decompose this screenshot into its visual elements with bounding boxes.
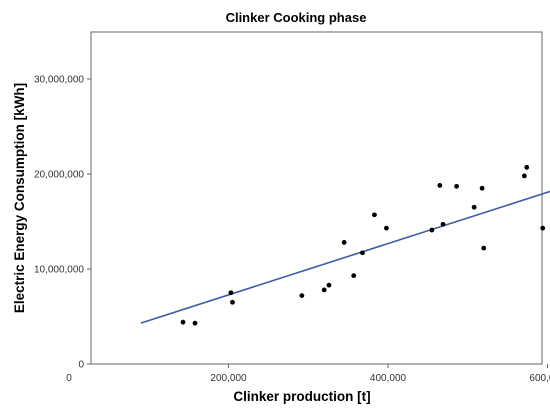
data-point bbox=[521, 173, 527, 179]
y-axis: 0 10,000,000 20,000,000 30,000,000 bbox=[34, 75, 91, 371]
data-point bbox=[230, 299, 235, 305]
regression-line bbox=[140, 190, 550, 324]
x-axis: 0200,000400,000600,000800,0001,000,0001,… bbox=[66, 364, 550, 384]
data-point bbox=[540, 225, 546, 231]
y-tick-label: 20,000,000 bbox=[34, 170, 84, 181]
data-point bbox=[180, 319, 186, 325]
data-point bbox=[524, 164, 530, 170]
data-point bbox=[321, 287, 327, 293]
data-point bbox=[372, 212, 377, 218]
x-tick-label: 200,000 bbox=[210, 373, 247, 384]
data-point bbox=[479, 185, 485, 191]
plot-frame bbox=[90, 31, 543, 365]
data-point bbox=[440, 221, 446, 227]
data-point bbox=[437, 183, 443, 188]
data-point bbox=[481, 245, 487, 251]
data-point bbox=[384, 225, 389, 231]
data-points bbox=[180, 164, 546, 326]
x-axis-label: Clinker production [t] bbox=[233, 389, 370, 404]
data-point bbox=[341, 240, 347, 245]
data-point bbox=[326, 282, 332, 288]
data-point bbox=[299, 293, 305, 298]
chart-title: Clinker Cooking phase bbox=[226, 10, 367, 25]
data-point bbox=[454, 183, 459, 189]
data-point bbox=[192, 320, 198, 326]
data-point bbox=[360, 250, 365, 256]
y-tick-label: 0 bbox=[78, 360, 84, 371]
data-point bbox=[429, 227, 435, 233]
y-tick-label: 30,000,000 bbox=[34, 75, 84, 86]
data-point bbox=[228, 290, 234, 296]
y-axis-label: Electric Energy Consumption [kWh] bbox=[12, 83, 27, 313]
data-point bbox=[471, 204, 477, 210]
y-tick-label: 10,000,000 bbox=[34, 265, 84, 276]
data-point bbox=[351, 273, 357, 279]
x-tick-label: 400,000 bbox=[370, 373, 407, 384]
x-tick-label: 0 bbox=[66, 373, 72, 384]
x-tick-label: 600,000 bbox=[529, 373, 550, 384]
